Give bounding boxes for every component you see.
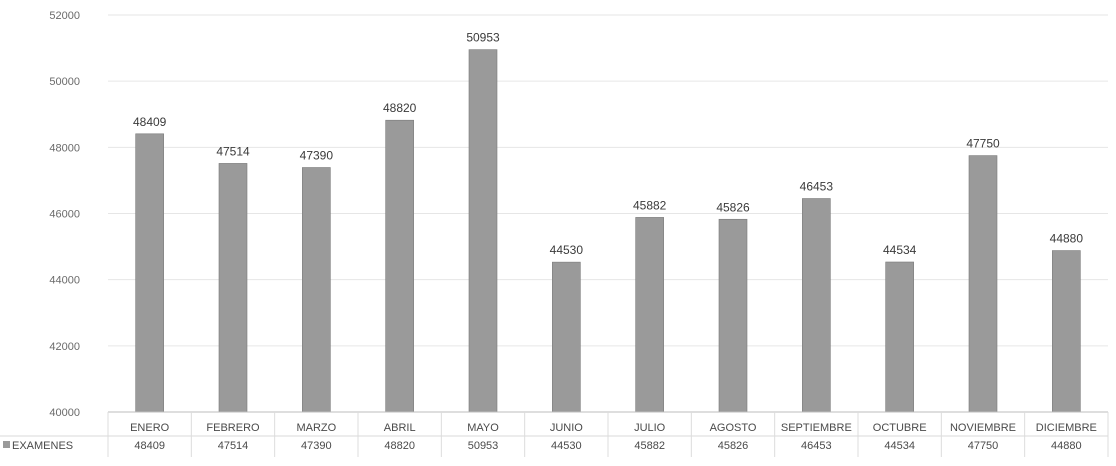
table-value: 44534: [884, 440, 915, 452]
y-tick-label: 44000: [49, 275, 80, 287]
data-table: ENERO 48409 FEBRERO 47514 MARZO 47390 ABRIL 488…: [0, 411, 1109, 457]
bar: [1052, 250, 1081, 413]
table-value: 47514: [218, 440, 249, 452]
data-label: 48409: [133, 115, 167, 129]
y-tick-label: 40000: [49, 407, 80, 419]
x-tick-label: FEBRERO: [206, 422, 260, 434]
bar: [635, 217, 664, 413]
data-label: 44530: [550, 243, 584, 257]
legend-label: EXAMENES: [12, 440, 73, 452]
bar: [218, 163, 248, 413]
x-tick-label: OCTUBRE: [873, 422, 927, 434]
x-tick-label: AGOSTO: [710, 422, 757, 434]
x-tick-label: SEPTIEMBRE: [781, 422, 852, 434]
table-value: 45826: [718, 440, 749, 452]
bar: [718, 218, 748, 413]
bars: [135, 49, 1081, 413]
table-value: 44880: [1051, 440, 1082, 452]
table-value: 48409: [134, 440, 165, 452]
data-label: 47514: [216, 144, 250, 158]
table-value: 50953: [468, 440, 499, 452]
x-tick-label: DICIEMBRE: [1036, 422, 1097, 434]
x-tick-label: JULIO: [634, 422, 666, 434]
x-tick-label: ENERO: [130, 422, 170, 434]
legend-key: [3, 441, 10, 448]
data-label: 46453: [800, 180, 834, 194]
y-tick-label: 46000: [49, 209, 80, 221]
bar: [552, 261, 581, 413]
x-tick-label: MAYO: [467, 422, 499, 434]
data-label: 50953: [466, 31, 500, 45]
bar: [302, 167, 331, 413]
bar: [885, 261, 914, 413]
table-value: 45882: [634, 440, 665, 452]
table-value: 46453: [801, 440, 832, 452]
table-value: 47750: [968, 440, 999, 452]
data-label: 48820: [383, 101, 417, 115]
data-label: 47390: [300, 149, 334, 163]
x-tick-label: MARZO: [296, 422, 336, 434]
y-axis-ticks: 40000 42000 44000 46000 48000 50000 52000: [49, 10, 80, 419]
table-value: 48820: [384, 440, 415, 452]
x-tick-label: ABRIL: [384, 422, 416, 434]
bar: [802, 198, 831, 413]
data-labels: 48409 47514 47390 48820 50953 44530 45882 45826…: [133, 31, 1083, 257]
data-label: 47750: [966, 137, 1000, 151]
table-value: 44530: [551, 440, 582, 452]
bar: [385, 119, 414, 413]
y-tick-label: 52000: [49, 10, 80, 22]
data-label: 45826: [716, 200, 750, 214]
x-tick-label: NOVIEMBRE: [950, 422, 1016, 434]
bar: [968, 155, 998, 413]
y-tick-label: 50000: [49, 76, 80, 88]
data-label: 45882: [633, 198, 667, 212]
data-label: 44534: [883, 243, 917, 257]
data-label: 44880: [1050, 232, 1084, 246]
bar: [135, 133, 164, 413]
y-tick-label: 42000: [49, 341, 80, 353]
table-value: 47390: [301, 440, 332, 452]
bar: [468, 49, 498, 413]
x-tick-label: JUNIO: [550, 422, 583, 434]
gridlines: [108, 14, 1108, 413]
y-tick-label: 48000: [49, 142, 80, 154]
